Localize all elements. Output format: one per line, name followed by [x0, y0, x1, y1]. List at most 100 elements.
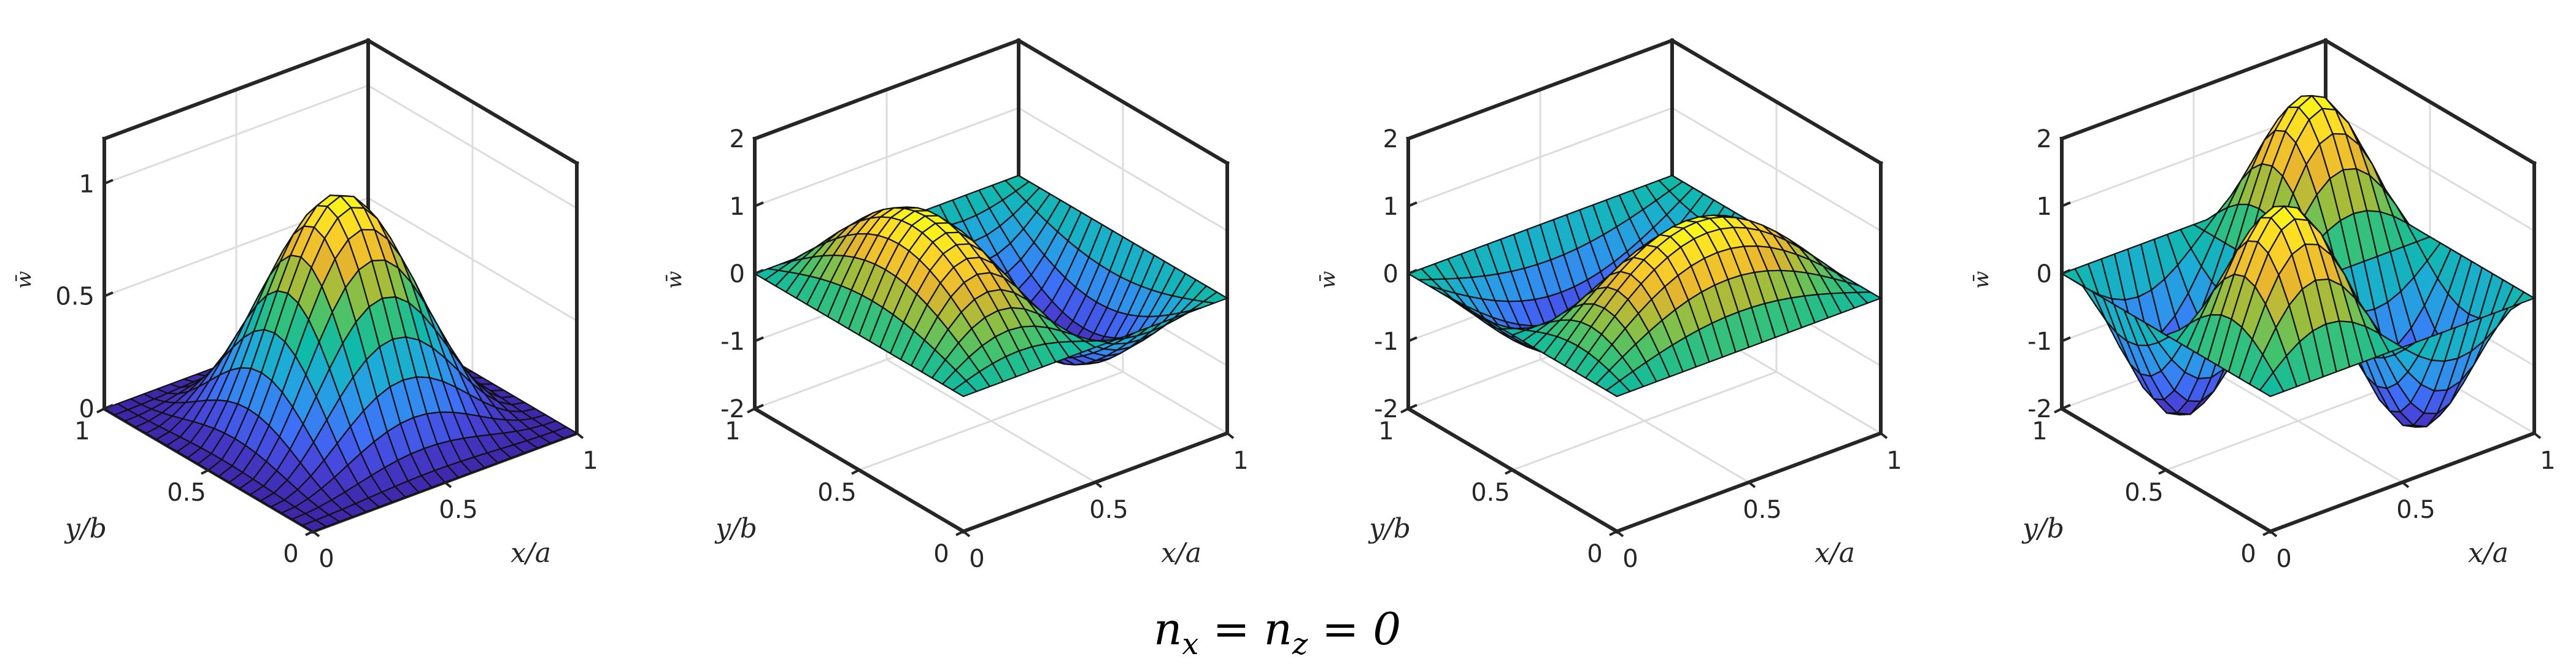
y-tick-label: 1 [1378, 417, 1394, 445]
x-axis-label: x/a [1814, 538, 1855, 569]
caption-sub-z: z [1292, 627, 1308, 661]
z-tick-label: -2 [2027, 395, 2052, 423]
z-tick-label: 1 [730, 193, 745, 221]
frame-edge [2323, 37, 2537, 166]
frame-edge [752, 38, 1021, 141]
x-axis: 0 0.5 1 x/a [2269, 432, 2556, 573]
z-axis-label: w̄ [1969, 271, 1994, 288]
x-axis: 0 0.5 1 x/a [312, 432, 598, 573]
frame-edge [2059, 38, 2328, 141]
y-tick-label: 1 [74, 417, 90, 445]
x-tick-label: 1 [1886, 447, 1902, 475]
x-tick-label: 0 [1622, 545, 1638, 573]
surface-plot-1: 0 0.5 1 w̄ 0 0.5 1 x/a 0 0.5 1 y/b [12, 37, 598, 573]
y-tick-label: 0 [2240, 540, 2256, 568]
z-axis: -2 -1 0 1 2 w̄ [1316, 125, 1417, 423]
surface-plot-3: -2 -1 0 1 2 w̄ 0 0.5 1 x/a 0 0.5 1 y/b [1316, 37, 1902, 573]
frame-edge [365, 37, 580, 166]
z-tick-mark [104, 291, 114, 298]
surface-mesh [2061, 94, 2536, 428]
y-tick-mark [2158, 469, 2167, 475]
surface-mesh [1407, 174, 1882, 398]
z-tick-mark [1408, 336, 1417, 342]
surface-mesh [103, 195, 578, 533]
y-tick-label: 0.5 [1471, 479, 1510, 507]
y-axis-label: y/b [714, 513, 757, 544]
x-axis-label: x/a [511, 538, 551, 569]
surface-facet [2259, 371, 2285, 398]
x-tick-mark [312, 530, 320, 538]
x-tick-label: 0 [318, 545, 334, 573]
z-axis: 0 0.5 1 w̄ [12, 170, 114, 423]
z-tick-mark [2061, 336, 2071, 342]
caption-sub-x: x [1182, 627, 1198, 661]
x-tick-label: 0.5 [439, 496, 478, 524]
surface-mesh [754, 174, 1228, 398]
y-tick-label: 0.5 [817, 479, 857, 507]
z-tick-mark [1408, 201, 1417, 207]
x-tick-label: 0.5 [2396, 496, 2435, 524]
y-axis: 0 0.5 1 y/b [64, 407, 314, 568]
y-tick-mark [747, 407, 755, 414]
caption-eq1: = n [1198, 603, 1292, 655]
z-axis: -2 -1 0 1 2 w̄ [662, 125, 764, 423]
y-tick-label: 1 [2032, 417, 2047, 445]
y-axis-label: y/b [64, 513, 107, 544]
x-tick-mark [2269, 530, 2278, 538]
z-tick-label: 1 [79, 170, 94, 198]
x-axis-label: x/a [2468, 538, 2509, 569]
y-axis-label: y/b [2021, 513, 2064, 544]
x-tick-label: 1 [1233, 447, 1248, 475]
y-tick-mark [1609, 530, 1618, 536]
z-tick-label: -2 [720, 395, 745, 423]
x-tick-label: 0.5 [1743, 496, 1782, 524]
z-tick-mark [754, 269, 764, 275]
x-tick-mark [1748, 481, 1756, 488]
x-tick-mark [1880, 432, 1888, 439]
z-tick-label: -2 [1374, 395, 1398, 423]
z-tick-label: 0 [2037, 260, 2052, 288]
z-tick-label: 2 [730, 125, 745, 153]
frame-edge [1669, 37, 1884, 166]
x-tick-mark [2401, 481, 2410, 488]
z-axis: -2 -1 0 1 2 w̄ [1969, 125, 2071, 423]
x-tick-label: 0 [969, 545, 984, 573]
z-axis-label: w̄ [12, 271, 36, 288]
surface-facet [301, 519, 327, 533]
y-axis: 0 0.5 1 y/b [714, 407, 964, 568]
z-tick-label: -1 [1374, 328, 1398, 356]
x-tick-mark [2533, 432, 2542, 439]
floor-grid-line [858, 371, 1124, 471]
z-tick-label: 0 [730, 260, 745, 288]
x-tick-label: 0 [2276, 545, 2291, 573]
surface-plots: 00.51w̄00.51x/a00.51y/b-2-1012w̄00.51x/a… [12, 37, 2556, 573]
y-tick-mark [955, 530, 964, 536]
frame-edge [1406, 38, 1675, 141]
x-tick-label: 1 [582, 447, 598, 475]
z-tick-mark [104, 179, 114, 185]
y-tick-mark [305, 530, 314, 536]
y-tick-mark [2262, 530, 2271, 536]
surface-facet [1605, 380, 1631, 398]
z-axis-label: w̄ [662, 271, 687, 288]
z-tick-mark [104, 404, 114, 410]
z-tick-label: 1 [2037, 193, 2052, 221]
x-axis-label: x/a [1161, 538, 1201, 569]
z-tick-label: -1 [720, 328, 745, 356]
x-tick-mark [1226, 432, 1235, 439]
wall-grid-line [104, 84, 577, 209]
z-tick-mark [754, 336, 764, 342]
surface-plot-2: -2 -1 0 1 2 w̄ 0 0.5 1 x/a 0 0.5 1 y/b [662, 37, 1249, 573]
y-tick-label: 0 [283, 540, 298, 568]
wall-grid-line [1408, 39, 1881, 164]
figure-caption: nx = nz = 0 [1154, 603, 1401, 661]
z-tick-mark [2061, 404, 2071, 410]
z-tick-label: 2 [2037, 125, 2052, 153]
floor-grid-line [1512, 371, 1777, 471]
z-tick-mark [1408, 404, 1417, 410]
z-tick-mark [754, 404, 764, 410]
x-axis: 0 0.5 1 x/a [962, 432, 1249, 573]
y-tick-mark [851, 469, 860, 475]
caption-n: n [1154, 603, 1182, 655]
